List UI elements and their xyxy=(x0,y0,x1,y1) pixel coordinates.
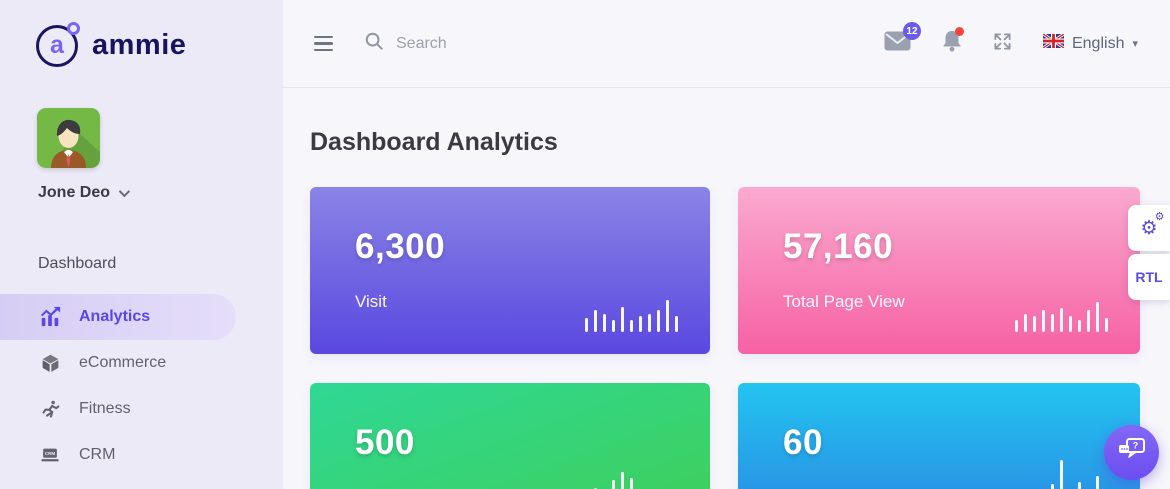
topbar-actions: 12 xyxy=(884,22,1138,57)
stat-card-green: 500 xyxy=(310,383,710,489)
fitness-runner-icon xyxy=(38,397,62,421)
sidebar-section-label: Dashboard xyxy=(38,255,117,272)
gear-icon: ⚙ ⚙ xyxy=(1140,210,1165,239)
ecommerce-box-icon xyxy=(38,351,62,375)
stat-value: 6,300 xyxy=(355,227,446,266)
app-logo-text: ammie xyxy=(92,28,187,61)
stat-label: Visit xyxy=(355,292,387,311)
side-tools: ⚙ ⚙ RTL xyxy=(1128,205,1170,300)
stat-card-page-views: 57,160 Total Page View xyxy=(738,187,1140,354)
notifications-button[interactable] xyxy=(942,27,964,57)
avatar-image xyxy=(37,108,100,168)
page-title: Dashboard Analytics xyxy=(310,128,558,156)
chat-support-button[interactable]: ? xyxy=(1104,425,1159,480)
user-name: Jone Deo xyxy=(38,184,111,201)
user-avatar[interactable] xyxy=(37,108,100,168)
user-menu[interactable]: Jone Deo xyxy=(38,184,131,202)
sparkline-bars xyxy=(1015,302,1108,332)
sidebar-item-analytics[interactable]: Analytics xyxy=(0,294,236,340)
rtl-label: RTL xyxy=(1135,269,1163,285)
sparkline-bars xyxy=(585,300,678,332)
stat-value: 57,160 xyxy=(783,227,894,266)
search-icon xyxy=(364,31,384,56)
svg-text:CRM: CRM xyxy=(45,451,56,456)
svg-text:?: ? xyxy=(1132,441,1138,451)
sidebar-nav: Analytics eCommerce xyxy=(0,294,283,478)
sidebar-item-crm[interactable]: CRM CRM xyxy=(0,432,283,478)
caret-down-icon: ▾ xyxy=(1132,38,1138,50)
messages-button[interactable]: 12 xyxy=(884,22,921,56)
stat-label: Total Page View xyxy=(783,292,905,311)
chat-bubbles-icon: ? xyxy=(1117,436,1147,469)
sidebar: a ammie Jone Deo Dashboard xyxy=(0,0,283,489)
language-label: English xyxy=(1071,34,1125,52)
crm-laptop-icon: CRM xyxy=(38,443,62,467)
stat-value: 500 xyxy=(355,423,415,462)
settings-button[interactable]: ⚙ ⚙ xyxy=(1128,205,1170,251)
sparkline-bars xyxy=(1015,460,1108,489)
sidebar-item-label: Analytics xyxy=(79,308,151,325)
sidebar-item-label: Fitness xyxy=(79,400,131,417)
stat-value: 60 xyxy=(783,423,823,462)
rtl-toggle-button[interactable]: RTL xyxy=(1128,254,1170,300)
search-input[interactable] xyxy=(396,34,616,53)
menu-toggle-button[interactable] xyxy=(310,32,337,55)
sidebar-item-fitness[interactable]: Fitness xyxy=(0,386,283,432)
language-selector[interactable]: English ▾ xyxy=(1042,32,1138,53)
sidebar-item-label: CRM xyxy=(79,446,116,463)
app-logo-icon: a xyxy=(36,22,82,68)
messages-count-badge: 12 xyxy=(902,22,921,40)
search-box xyxy=(364,31,616,56)
stats-grid: 6,300 Visit 57,160 Total Page View 500 6… xyxy=(310,187,1140,489)
sidebar-item-ecommerce[interactable]: eCommerce xyxy=(0,340,283,386)
topbar: 12 xyxy=(283,0,1170,88)
fullscreen-icon xyxy=(993,32,1012,56)
analytics-icon xyxy=(38,305,62,329)
notification-dot xyxy=(954,27,964,36)
fullscreen-button[interactable] xyxy=(993,32,1012,56)
uk-flag-icon xyxy=(1042,32,1065,53)
stat-card-visit: 6,300 Visit xyxy=(310,187,710,354)
sparkline-bars xyxy=(585,472,678,489)
sidebar-item-label: eCommerce xyxy=(79,354,167,371)
chevron-down-icon xyxy=(118,185,131,198)
main-area: 12 xyxy=(283,0,1170,489)
app-logo[interactable]: a ammie xyxy=(36,22,186,68)
stat-card-blue: 60 xyxy=(738,383,1140,489)
